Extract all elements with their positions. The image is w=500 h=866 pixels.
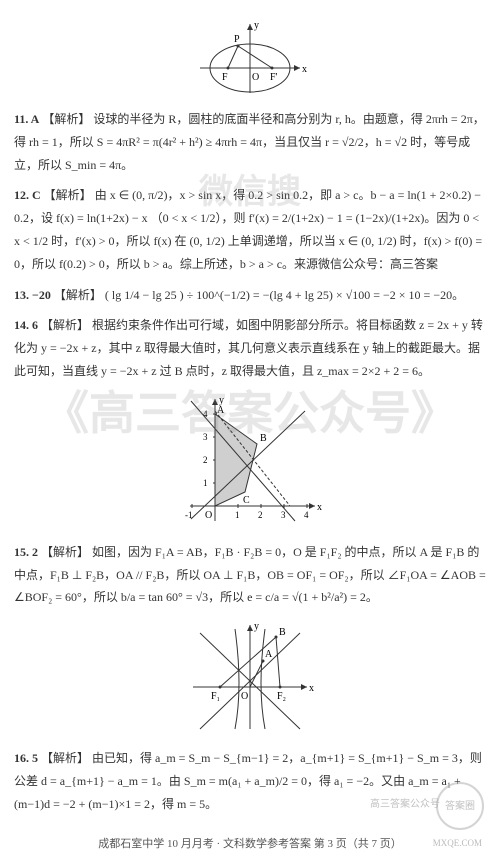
figure-ellipse: x y P F F' O: [14, 18, 486, 98]
svg-text:A: A: [217, 405, 225, 416]
item-13-tag: 【解析】: [54, 288, 102, 302]
svg-text:y: y: [254, 20, 259, 31]
item-11-tag: 【解析】: [42, 112, 90, 126]
svg-text:F': F': [270, 72, 278, 83]
svg-text:1: 1: [235, 510, 240, 520]
item-13-text: ( lg 1/4 − lg 25 ) ÷ 100^(−1/2) = −(lg 4…: [105, 288, 464, 302]
svg-text:A: A: [265, 649, 273, 660]
item-13: 13. −20 【解析】 ( lg 1/4 − lg 25 ) ÷ 100^(−…: [14, 284, 486, 307]
svg-text:x: x: [317, 502, 322, 513]
item-12-num: 12. C: [14, 188, 41, 202]
svg-text:F: F: [222, 72, 228, 83]
item-15-tag: 【解析】: [41, 545, 89, 559]
item-14-num: 14. 6: [14, 318, 38, 332]
svg-text:y: y: [254, 621, 259, 632]
svg-text:B: B: [279, 627, 286, 638]
svg-text:F₁: F₁: [211, 691, 220, 702]
figure-feasible-region: 1 2 3 4 -1 1 2 3 4 x y A B C O: [14, 391, 486, 531]
item-11: 11. A 【解析】 设球的半径为 R，圆柱的底面半径和高分别为 r, h。由题…: [14, 108, 486, 176]
item-11-num: 11. A: [14, 112, 39, 126]
item-16: 16. 5 【解析】 由已知，得 a_m = S_m − S_{m−1} = 2…: [14, 747, 486, 815]
svg-text:4: 4: [304, 510, 309, 520]
item-15-num: 15. 2: [14, 545, 38, 559]
svg-text:3: 3: [281, 510, 286, 520]
item-16-num: 16. 5: [14, 751, 38, 765]
svg-text:x: x: [309, 683, 314, 694]
svg-text:P: P: [234, 34, 240, 45]
item-16-tag: 【解析】: [41, 751, 89, 765]
svg-text:1: 1: [203, 478, 208, 488]
svg-text:x: x: [302, 64, 307, 75]
svg-text:2: 2: [203, 455, 208, 465]
svg-text:O: O: [205, 510, 212, 521]
item-14: 14. 6 【解析】 根据约束条件作出可行域，如图中阴影部分所示。将目标函数 z…: [14, 314, 486, 382]
svg-text:O: O: [252, 72, 259, 83]
svg-text:C: C: [243, 495, 250, 506]
page-footer: 成都石室中学 10 月月考 · 文科数学参考答案 第 3 页（共 7 页）: [14, 834, 486, 855]
item-12-tag: 【解析】: [44, 188, 92, 202]
svg-text:B: B: [260, 433, 267, 444]
svg-text:O: O: [241, 691, 248, 702]
svg-text:F₂: F₂: [277, 691, 286, 702]
item-13-num: 13. −20: [14, 288, 51, 302]
item-14-tag: 【解析】: [41, 318, 89, 332]
svg-text:2: 2: [258, 510, 263, 520]
svg-text:3: 3: [203, 432, 208, 442]
item-15: 15. 2 【解析】 如图，因为 F₁A = AB，F₁B · F₂B = 0，…: [14, 541, 486, 609]
item-12: 12. C 【解析】 由 x ∈ (0, π/2)，x > sin x，得 0.…: [14, 184, 486, 275]
figure-hyperbola: x y A B F₁ F₂ O: [14, 617, 486, 737]
